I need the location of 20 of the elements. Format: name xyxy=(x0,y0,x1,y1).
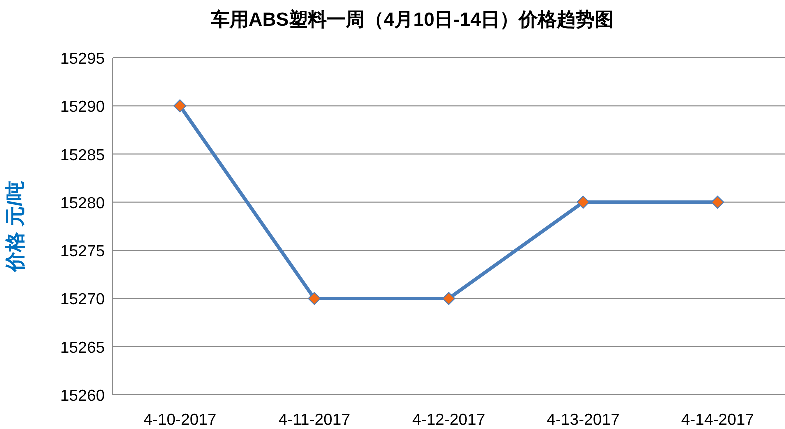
x-tick-label: 4-14-2017 xyxy=(681,412,754,429)
y-tick-label: 15285 xyxy=(60,147,106,164)
point xyxy=(711,196,724,209)
y-tick-label: 15280 xyxy=(60,195,106,212)
y-tick-label: 15290 xyxy=(60,99,106,116)
y-tick-label: 15275 xyxy=(60,244,106,261)
y-tick-label: 15295 xyxy=(60,51,106,68)
y-tick-label: 15260 xyxy=(60,388,106,405)
point xyxy=(174,100,187,113)
chart-title: 车用ABS塑料一周（4月10日-14日）价格趋势图 xyxy=(210,9,614,31)
x-tick-label: 4-11-2017 xyxy=(278,412,351,429)
y-tick-label: 15270 xyxy=(60,292,106,309)
y-tick-label: 15265 xyxy=(60,340,106,357)
x-tick-label: 4-13-2017 xyxy=(546,412,620,429)
x-tick-label: 4-12-2017 xyxy=(412,412,486,429)
point xyxy=(576,196,590,209)
x-tick-label: 4-10-2017 xyxy=(144,412,217,429)
point xyxy=(442,292,456,306)
point xyxy=(308,292,322,306)
y-axis-title: 价格 元/吨 xyxy=(5,180,27,274)
